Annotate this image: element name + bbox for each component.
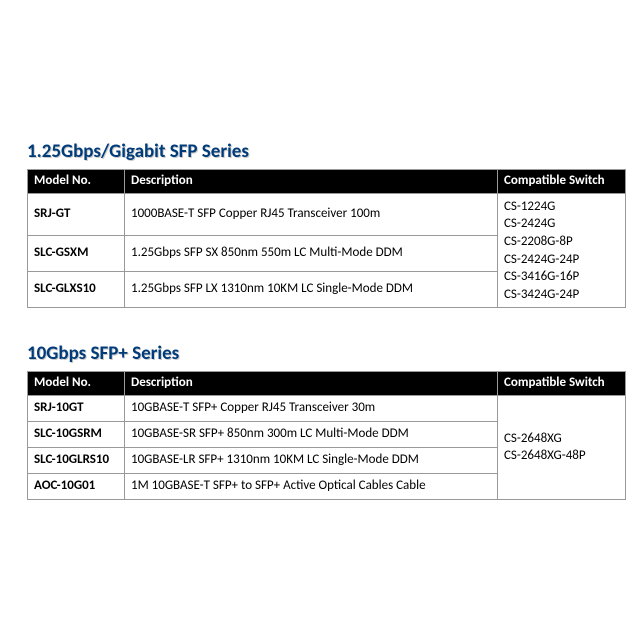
- compat-item: CS-2648XG-48P: [504, 447, 619, 465]
- header-desc: Description: [125, 170, 498, 194]
- header-compat: Compatible Switch: [498, 372, 626, 396]
- cell-desc: 1.25Gbps SFP SX 850nm 550m LC Multi-Mode…: [125, 236, 498, 272]
- table-row: SRJ-10GT 10GBASE-T SFP+ Copper RJ45 Tran…: [28, 396, 626, 422]
- cell-model: SRJ-10GT: [28, 396, 125, 422]
- cell-model: SLC-10GLRS10: [28, 447, 125, 473]
- compat-item: CS-2208G-8P: [504, 233, 619, 251]
- cell-model: SLC-10GSRM: [28, 421, 125, 447]
- table-header-row: Model No. Description Compatible Switch: [28, 372, 626, 396]
- section2-table: Model No. Description Compatible Switch …: [27, 371, 626, 499]
- compat-item: CS-3424G-24P: [504, 286, 619, 304]
- cell-desc: 10GBASE-SR SFP+ 850nm 300m LC Multi-Mode…: [125, 421, 498, 447]
- compat-item: CS-2424G-24P: [504, 251, 619, 269]
- cell-desc: 1.25Gbps SFP LX 1310nm 10KM LC Single-Mo…: [125, 272, 498, 308]
- table-header-row: Model No. Description Compatible Switch: [28, 170, 626, 194]
- header-model: Model No.: [28, 372, 125, 396]
- header-compat: Compatible Switch: [498, 170, 626, 194]
- compat-item: CS-2424G: [504, 215, 619, 233]
- compat-item: CS-2648XG: [504, 430, 619, 448]
- compat-item: CS-3416G-16P: [504, 268, 619, 286]
- cell-model: AOC-10G01: [28, 473, 125, 499]
- section2-title: 10Gbps SFP+ Series: [27, 342, 625, 365]
- section1-table: Model No. Description Compatible Switch …: [27, 169, 626, 308]
- cell-model: SLC-GSXM: [28, 236, 125, 272]
- cell-compat: CS-1224G CS-2424G CS-2208G-8P CS-2424G-2…: [498, 193, 626, 307]
- cell-compat: CS-2648XG CS-2648XG-48P: [498, 396, 626, 500]
- cell-desc: 10GBASE-T SFP+ Copper RJ45 Transceiver 3…: [125, 396, 498, 422]
- cell-desc: 1M 10GBASE-T SFP+ to SFP+ Active Optical…: [125, 473, 498, 499]
- cell-model: SLC-GLXS10: [28, 272, 125, 308]
- header-model: Model No.: [28, 170, 125, 194]
- section1-title: 1.25Gbps/Gigabit SFP Series: [27, 140, 625, 163]
- cell-model: SRJ-GT: [28, 193, 125, 235]
- cell-desc: 10GBASE-LR SFP+ 1310nm 10KM LC Single-Mo…: [125, 447, 498, 473]
- compat-item: CS-1224G: [504, 198, 619, 216]
- table-row: SRJ-GT 1000BASE-T SFP Copper RJ45 Transc…: [28, 193, 626, 235]
- header-desc: Description: [125, 372, 498, 396]
- cell-desc: 1000BASE-T SFP Copper RJ45 Transceiver 1…: [125, 193, 498, 235]
